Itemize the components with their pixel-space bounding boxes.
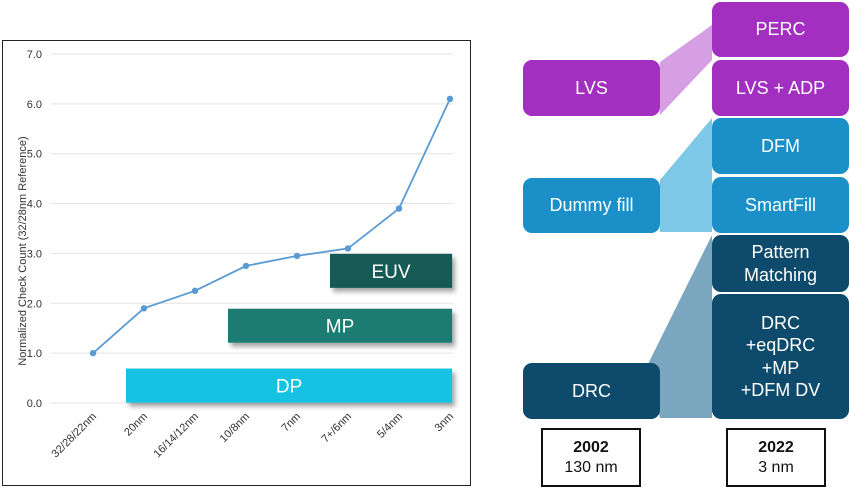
year-box-2002: 2002 130 nm [541, 428, 641, 487]
drc-connector [648, 235, 712, 418]
pattern-matching-line-2: Matching [743, 264, 818, 285]
y-tick-label: 0.0 [27, 398, 42, 410]
node-130nm-label: 130 nm [564, 458, 618, 476]
dfm-label: DFM [761, 135, 800, 156]
year-box-2022: 2022 3 nm [726, 428, 826, 487]
data-point [191, 287, 199, 295]
y-tick-label: 6.0 [27, 99, 42, 111]
data-point [395, 205, 403, 212]
smartfill-label: SmartFill [745, 194, 816, 215]
y-tick-label: 1.0 [27, 348, 42, 360]
pattern-matching-line-1: Pattern [751, 242, 810, 262]
data-point [89, 349, 97, 357]
perc-label: PERC [755, 19, 806, 40]
band-label-dp: DP [276, 377, 302, 398]
dummy-fill-connector [660, 118, 712, 232]
dummy-fill-label: Dummy fill [549, 195, 634, 216]
lvs-adp-label: LVS + ADP [735, 77, 826, 98]
series-line [92, 98, 451, 354]
lvs-label: LVS [575, 77, 608, 98]
lvs-adp-box: LVS + ADP [712, 60, 849, 116]
band-mp [228, 308, 453, 343]
data-point [140, 305, 148, 312]
band-dp [126, 368, 453, 403]
year-2022-label: 2022 [758, 439, 794, 457]
band-euv [330, 253, 453, 288]
dfm-box: DFM [712, 118, 849, 174]
pattern-matching-box: Pattern Matching [712, 235, 849, 292]
y-tick-label: 3.0 [27, 248, 42, 260]
band-label-mp: MP [326, 317, 355, 338]
data-point [242, 262, 250, 270]
drc-plus-box: DRC +eqDRC +MP +DFM DV [712, 294, 849, 419]
drc-plus-line-4: +DFM DV [740, 380, 821, 400]
lvs-connector [660, 25, 712, 115]
smartfill-box: SmartFill [712, 177, 849, 233]
drc-label: DRC [572, 380, 611, 401]
data-point [344, 245, 352, 252]
y-tick-label: 4.0 [27, 199, 42, 211]
chart-panel: EUV MP DP 0.0 1.0 2.0 3.0 4.0 5.0 6.0 7.0 32/28/2… [2, 40, 471, 486]
drc-plus-line-2: +eqDRC [745, 335, 816, 355]
data-point [293, 252, 301, 260]
dummy-fill-box: Dummy fill [523, 178, 660, 233]
drc-box: DRC [523, 363, 660, 419]
perc-box: PERC [712, 2, 849, 57]
year-2002-label: 2002 [573, 439, 609, 457]
y-tick-label: 2.0 [27, 298, 42, 310]
data-point [446, 95, 454, 103]
lvs-box: LVS [523, 60, 660, 116]
drc-plus-line-1: DRC [761, 312, 800, 333]
node-3nm-label: 3 nm [758, 458, 794, 476]
y-tick-label: 5.0 [27, 149, 42, 161]
y-tick-label: 7.0 [27, 49, 42, 61]
band-label-euv: EUV [372, 262, 411, 283]
drc-plus-line-3: +MP [761, 357, 800, 378]
y-axis-label: Normalized Check Count (32/28nm Referenc… [17, 136, 29, 365]
